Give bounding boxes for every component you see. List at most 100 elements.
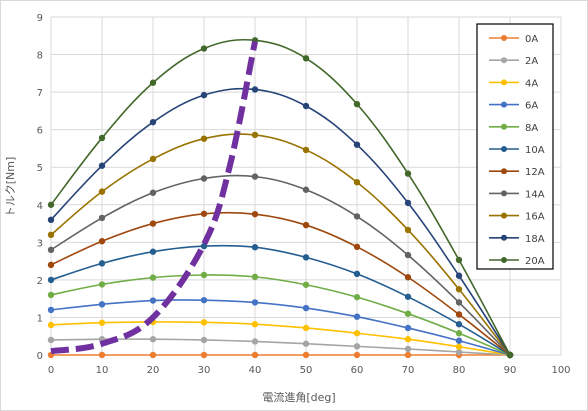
legend-item: 18A [489,234,545,245]
data-point [302,186,310,193]
legend-label: 16A [525,212,545,223]
data-point [353,141,361,148]
legend-swatch-marker [501,35,507,41]
legend-item: 12A [489,167,545,178]
data-point [455,311,463,318]
data-point [404,226,412,234]
data-point [47,336,55,344]
series-line [50,211,511,356]
legend-swatch-marker [501,123,507,130]
data-point [353,179,361,186]
data-point [251,338,259,345]
data-point [353,313,361,320]
data-point [47,321,55,329]
data-point [98,188,106,195]
data-point [200,336,208,344]
series-line [50,299,511,356]
data-point [404,274,412,281]
data-point [98,134,106,142]
data-point [98,238,106,245]
legend-swatch-marker [501,168,507,175]
y-tick-label: 6 [37,126,43,137]
x-tick-label: 0 [48,365,54,376]
data-point [98,351,106,359]
series-lines [47,37,514,359]
x-tick-label: 20 [147,365,160,376]
data-point [353,293,361,301]
data-point [98,319,106,326]
data-point [47,291,55,299]
data-point [302,254,310,261]
data-point [98,301,106,308]
data-point [455,330,463,337]
data-point [47,216,55,223]
data-point [149,118,157,126]
data-point [404,199,412,207]
data-point [200,242,208,250]
data-point [149,155,157,163]
data-point [353,330,361,337]
data-point [251,86,259,93]
data-point [455,286,463,293]
data-point [302,55,310,62]
data-point [149,274,157,281]
data-point [455,321,463,328]
series-0A [47,351,514,359]
data-point [200,351,208,359]
data-point [506,351,514,359]
legend-label: 2A [525,56,538,67]
data-point [98,281,106,288]
legend-box [476,23,554,270]
data-point [353,351,361,359]
data-point [302,340,310,347]
data-point [404,310,412,317]
data-point [149,351,157,359]
data-point [302,351,310,359]
series-line [50,321,511,356]
x-tick-label: 10 [96,365,109,376]
legend-item: 4A [489,78,538,89]
legend-label: 10A [525,145,545,156]
data-point [455,348,463,356]
x-tick-label: 30 [198,365,211,376]
legend-label: 4A [525,78,538,89]
max-torque-trend-curve [50,40,258,355]
data-point [353,213,361,220]
legend: 0A 2A 4A 6A 8A 10A 12A 14A 16A 18A 20A [476,23,554,270]
data-point [200,135,208,142]
data-point [200,45,208,52]
data-point [251,299,259,306]
legend-label: 6A [525,101,538,112]
legend-label: 8A [525,123,538,134]
data-point [251,244,259,251]
y-tick-label: 4 [37,201,43,212]
data-point [200,210,208,217]
legend-swatch-marker [501,101,507,108]
data-point [353,243,361,251]
data-point [404,251,412,259]
y-tick-label: 7 [37,88,43,99]
legend-swatch-marker [501,257,507,263]
legend-swatch-marker [501,190,507,197]
data-point [404,324,412,332]
data-point [47,246,55,254]
data-point [200,175,208,182]
legend-item: 2A [489,56,538,67]
legend-swatch-marker [501,212,507,219]
y-tick-label: 8 [37,51,43,62]
data-point [302,146,310,154]
data-point [302,324,310,332]
data-point [353,343,361,350]
data-point [404,293,412,300]
x-tick-label: 60 [351,365,364,376]
data-point [149,248,157,255]
data-point [149,79,157,86]
x-tick-label: 70 [402,365,415,376]
data-point [200,91,208,99]
series-20A [47,37,514,359]
y-tick-label: 0 [37,351,43,362]
data-point [149,220,157,227]
